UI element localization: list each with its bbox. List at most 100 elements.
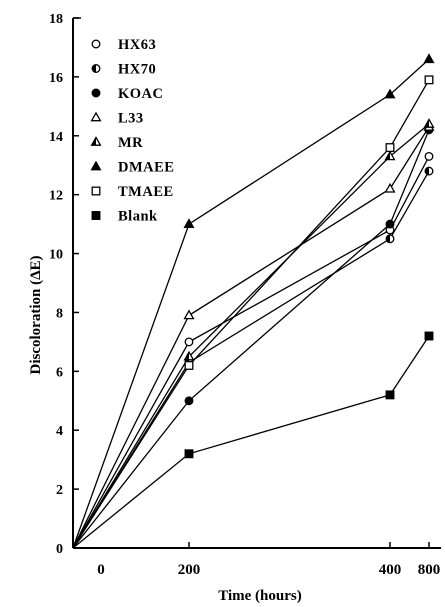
legend-label-tmaee: TMAEE xyxy=(118,184,174,200)
series-line-tmaee xyxy=(72,79,430,549)
legend-marker-hx63 xyxy=(91,39,101,49)
legend-item-tmaee: TMAEE xyxy=(91,184,174,200)
marker-shape xyxy=(91,186,101,196)
marker-shape xyxy=(184,360,194,370)
marker-shape xyxy=(91,211,101,220)
data-point-tmaee xyxy=(184,360,194,370)
data-point-dmaee xyxy=(423,53,435,64)
legend-label-hx63: HX63 xyxy=(118,37,156,53)
data-point-hx63 xyxy=(424,151,434,161)
data-point-tmaee xyxy=(424,75,434,85)
marker-half xyxy=(425,167,429,175)
marker-shape xyxy=(184,337,194,347)
data-point-hx63 xyxy=(184,337,194,347)
data-point-tmaee xyxy=(385,143,395,153)
legend-label-koac: KOAC xyxy=(118,86,164,102)
data-point-hx70 xyxy=(385,234,395,244)
marker-shape xyxy=(385,143,395,153)
marker-shape xyxy=(424,331,434,341)
legend-label-mr: MR xyxy=(118,135,143,151)
marker-shape xyxy=(91,88,101,98)
data-point-l33 xyxy=(384,182,396,193)
y-tick-label: 8 xyxy=(56,306,63,321)
data-point-mr xyxy=(183,350,195,361)
plot-area xyxy=(72,53,435,549)
marker-half xyxy=(92,64,96,73)
legend-item-koac: KOAC xyxy=(91,86,164,102)
marker-half xyxy=(184,352,189,360)
legend-label-l33: L33 xyxy=(118,111,144,127)
y-tick-label: 10 xyxy=(49,248,63,263)
y-tick-label: 2 xyxy=(56,483,63,498)
y-tick-label: 12 xyxy=(49,189,63,204)
series-line-l33 xyxy=(72,126,430,549)
legend-marker-tmaee xyxy=(91,186,101,196)
marker-shape xyxy=(384,182,396,193)
y-tick-label: 18 xyxy=(49,12,63,27)
marker-shape xyxy=(423,53,435,64)
y-tick-label: 16 xyxy=(49,71,63,86)
legend-item-hx63: HX63 xyxy=(91,37,156,53)
marker-shape xyxy=(385,219,395,229)
data-point-koac xyxy=(184,396,194,406)
legend-item-hx70: HX70 xyxy=(91,62,156,78)
series-tmaee xyxy=(72,75,434,549)
series-line-hx70 xyxy=(72,170,430,549)
data-point-l33 xyxy=(183,309,195,320)
series-dmaee xyxy=(72,53,435,549)
data-point-mr xyxy=(423,118,435,128)
marker-half xyxy=(385,151,390,160)
marker-shape xyxy=(183,218,195,228)
marker-shape xyxy=(184,449,194,459)
marker-shape xyxy=(384,88,396,99)
legend-marker-blank xyxy=(91,211,101,220)
legend-label-hx70: HX70 xyxy=(118,62,156,78)
series-line-blank xyxy=(72,335,430,549)
x-axis-label: Time (hours) xyxy=(218,588,301,604)
axes: 0 2 4 6 8 10 12 14 16 18 0 200 400 800 xyxy=(49,12,441,578)
data-point-blank xyxy=(184,449,194,459)
marker-shape xyxy=(90,111,102,122)
marker-shape xyxy=(183,309,195,320)
legend-marker-l33 xyxy=(90,111,102,122)
marker-half xyxy=(386,235,390,243)
data-point-blank xyxy=(424,331,434,341)
series-blank xyxy=(72,331,434,549)
marker-shape xyxy=(91,39,101,49)
data-point-hx70 xyxy=(424,166,434,176)
legend-item-mr: MR xyxy=(90,135,143,151)
x-tick-label: 800 xyxy=(418,562,441,578)
legend-marker-mr xyxy=(90,136,102,146)
x-tick-label: 0 xyxy=(97,562,105,578)
marker-shape xyxy=(184,396,194,406)
x-tick-label: 200 xyxy=(178,562,201,578)
legend-item-dmaee: DMAEE xyxy=(90,160,174,176)
series-line-koac xyxy=(72,129,430,549)
legend-item-l33: L33 xyxy=(90,111,144,127)
x-tick-label: 400 xyxy=(379,562,402,578)
data-point-mr xyxy=(384,150,396,161)
data-point-blank xyxy=(385,390,395,400)
legend-marker-dmaee xyxy=(90,160,102,171)
legend-marker-hx70 xyxy=(91,64,101,73)
y-axis-label: Discoloration (ΔE) xyxy=(28,256,44,375)
legend-item-blank: Blank xyxy=(91,209,158,225)
series-line-hx63 xyxy=(72,156,430,549)
y-tick-label: 0 xyxy=(56,542,63,557)
marker-shape xyxy=(424,151,434,161)
data-point-koac xyxy=(385,219,395,229)
series-line-dmaee xyxy=(72,58,430,549)
marker-shape xyxy=(424,75,434,85)
y-tick-label: 6 xyxy=(56,365,63,380)
legend-label-dmaee: DMAEE xyxy=(118,160,174,176)
legend-label-blank: Blank xyxy=(118,209,158,225)
y-tick-label: 14 xyxy=(49,130,63,145)
marker-shape xyxy=(385,390,395,400)
data-point-dmaee xyxy=(384,88,396,99)
marker-shape xyxy=(90,160,102,171)
y-tick-label: 4 xyxy=(56,424,63,439)
marker-half xyxy=(91,137,96,146)
marker-half xyxy=(424,119,429,128)
legend: HX63 HX70 KOAC L33 MR DMAEE TMAEE Blank xyxy=(90,37,174,225)
